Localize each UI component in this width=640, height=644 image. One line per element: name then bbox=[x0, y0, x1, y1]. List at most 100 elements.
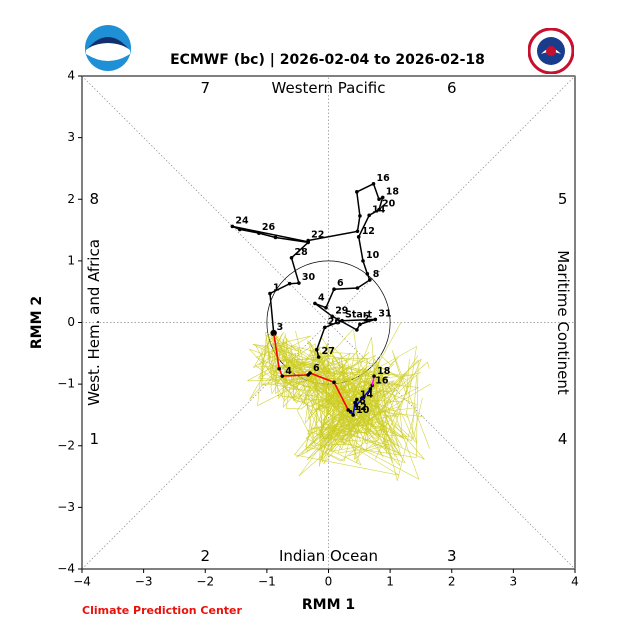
observed-point bbox=[371, 182, 376, 186]
phase-number-2: 2 bbox=[200, 547, 210, 565]
observed-point-label: 30 bbox=[302, 272, 316, 283]
observed-point bbox=[268, 291, 272, 296]
forecast-point bbox=[271, 331, 276, 335]
forecast-point-label: 16 bbox=[375, 375, 389, 386]
x-axis-label: RMM 1 bbox=[302, 597, 355, 613]
observed-point-label: 26 bbox=[262, 222, 276, 233]
x-tick-label: 3 bbox=[510, 575, 518, 589]
observed-point-label: 22 bbox=[311, 230, 324, 241]
region-label-western-pacific: Western Pacific bbox=[272, 79, 386, 97]
x-tick-label: −4 bbox=[73, 575, 91, 589]
forecast-point-label: 18 bbox=[377, 366, 391, 377]
ensemble-member-line bbox=[266, 328, 423, 467]
y-tick-label: 0 bbox=[67, 315, 75, 329]
phase-number-4: 4 bbox=[558, 430, 568, 448]
y-tick-label: 2 bbox=[67, 192, 75, 206]
ensemble-member-line bbox=[270, 350, 417, 481]
observed-point bbox=[380, 195, 385, 200]
footer-credit: Climate Prediction Center bbox=[82, 604, 242, 617]
forecast-point-label: 12 bbox=[354, 402, 367, 413]
forecast-point bbox=[332, 380, 336, 385]
phase-number-5: 5 bbox=[558, 190, 568, 208]
region-label-maritime-continent: Maritime Continent bbox=[554, 250, 572, 395]
phase-number-1: 1 bbox=[90, 430, 100, 448]
forecast-point-label: 4 bbox=[285, 366, 292, 377]
x-tick-label: −1 bbox=[258, 575, 276, 589]
observed-point bbox=[373, 317, 378, 322]
phase-number-7: 7 bbox=[200, 79, 210, 97]
observed-point bbox=[257, 231, 261, 235]
observed-point bbox=[367, 278, 372, 282]
ensemble-member-line bbox=[247, 340, 418, 460]
observed-point-label: 27 bbox=[322, 346, 335, 357]
x-tick-label: −2 bbox=[196, 575, 214, 589]
observed-point bbox=[323, 325, 327, 330]
observed-point bbox=[273, 235, 278, 240]
observed-point bbox=[361, 259, 365, 263]
observed-point bbox=[330, 314, 334, 319]
observed-point bbox=[377, 197, 381, 202]
y-axis-label: RMM 2 bbox=[29, 296, 45, 349]
observed-point bbox=[230, 224, 235, 229]
y-tick-label: 3 bbox=[67, 130, 75, 144]
forecast-point-label: 14 bbox=[360, 390, 374, 401]
forecast-point bbox=[354, 403, 359, 408]
observed-point-label: 3 bbox=[277, 322, 284, 333]
phase-number-3: 3 bbox=[447, 547, 457, 565]
observed-point-label: 12 bbox=[362, 226, 375, 237]
observed-point bbox=[355, 190, 359, 194]
observed-point bbox=[314, 347, 319, 352]
observed-point bbox=[358, 322, 362, 327]
observed-point-label: 16 bbox=[376, 173, 390, 184]
observed-point-label: 10 bbox=[366, 250, 380, 261]
ensemble-member-line bbox=[261, 346, 420, 461]
x-tick-label: 1 bbox=[386, 575, 394, 589]
observed-point-label: 4 bbox=[318, 292, 325, 303]
phase-number-8: 8 bbox=[90, 190, 100, 208]
observed-point bbox=[289, 255, 294, 260]
forecast-point bbox=[372, 374, 376, 378]
forecast-point-label: 6 bbox=[313, 363, 320, 374]
observed-point bbox=[377, 207, 381, 212]
observed-point bbox=[355, 229, 360, 234]
region-label-indian-ocean: Indian Ocean bbox=[279, 547, 378, 565]
observed-point-label: Start bbox=[345, 310, 372, 321]
observed-point bbox=[316, 355, 321, 359]
observed-point bbox=[356, 235, 361, 239]
observed-point bbox=[324, 305, 328, 310]
x-tick-label: 2 bbox=[448, 575, 456, 589]
nws-logo bbox=[527, 27, 575, 75]
ensemble-member-line bbox=[271, 336, 406, 464]
unit-circle bbox=[266, 260, 391, 385]
observed-point bbox=[340, 318, 344, 323]
observed-point bbox=[367, 213, 371, 218]
observed-point-label: 14 bbox=[372, 204, 386, 215]
ensemble-member-line bbox=[249, 342, 430, 458]
ensemble-member-line bbox=[249, 340, 425, 462]
x-tick-label: −3 bbox=[135, 575, 153, 589]
x-tick-label: 0 bbox=[325, 575, 333, 589]
observed-point-label: 26 bbox=[328, 316, 342, 327]
y-tick-label: 1 bbox=[67, 253, 75, 267]
guide-lines bbox=[81, 75, 576, 570]
forecast-point bbox=[277, 366, 282, 371]
observed-point bbox=[358, 214, 362, 218]
y-tick-label: 4 bbox=[67, 69, 75, 83]
observed-point bbox=[365, 272, 370, 276]
observed-trajectory-line bbox=[232, 182, 384, 358]
observed-point-label: 8 bbox=[373, 269, 380, 280]
observed-point-label: 29 bbox=[335, 305, 348, 316]
y-tick-label: −2 bbox=[57, 438, 75, 452]
diagonal-line bbox=[81, 75, 576, 570]
observed-point-label: 2 bbox=[363, 313, 370, 324]
observed-point bbox=[355, 328, 359, 332]
observed-point-label: 28 bbox=[295, 247, 309, 258]
y-tick-label: −3 bbox=[57, 500, 75, 514]
observed-point bbox=[306, 238, 310, 243]
observed-point bbox=[297, 281, 301, 285]
phase-number-6: 6 bbox=[447, 79, 457, 97]
observed-point-label: 31 bbox=[378, 308, 391, 319]
forecast-point bbox=[308, 371, 312, 375]
